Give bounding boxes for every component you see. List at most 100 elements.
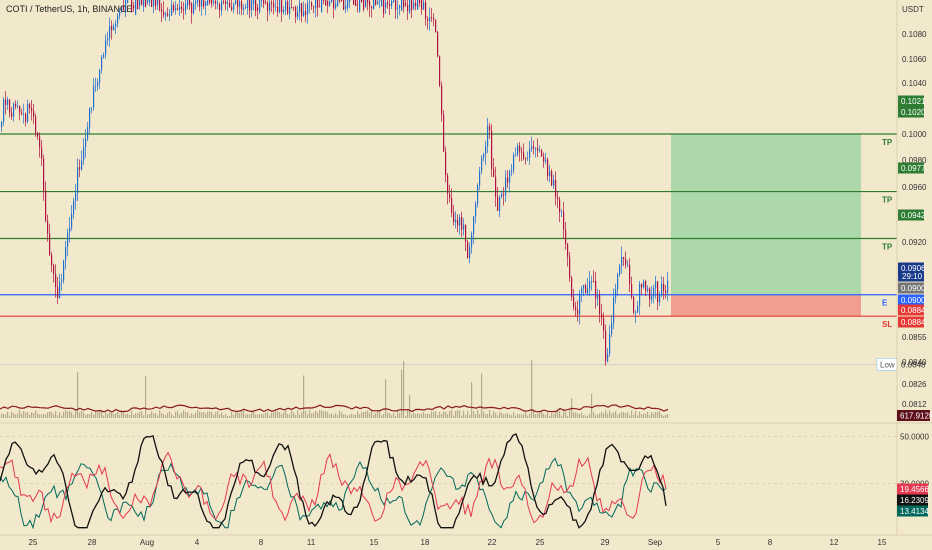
volume-bar bbox=[391, 415, 393, 418]
candle-body bbox=[653, 288, 655, 297]
candle-body bbox=[631, 284, 633, 298]
volume-bar bbox=[655, 412, 657, 418]
volume-bar bbox=[581, 412, 583, 418]
volume-bar bbox=[139, 411, 141, 418]
volume-bar bbox=[251, 411, 253, 418]
candle-body bbox=[333, 0, 335, 9]
volume-bar bbox=[559, 410, 561, 418]
volume-bar bbox=[61, 415, 63, 418]
volume-bar bbox=[63, 411, 65, 418]
time-tick-5: 11 bbox=[307, 538, 316, 547]
volume-bar bbox=[85, 414, 87, 418]
candle-body bbox=[77, 167, 79, 193]
candle-body bbox=[519, 145, 521, 152]
volume-bar bbox=[229, 415, 231, 418]
candle-body bbox=[649, 288, 651, 300]
candle-body bbox=[539, 150, 541, 152]
candle-body bbox=[305, 11, 307, 15]
volume-bar bbox=[105, 412, 107, 418]
candle-body bbox=[243, 8, 245, 10]
volume-bar bbox=[119, 414, 121, 418]
volume-bar bbox=[307, 414, 309, 418]
volume-bar bbox=[125, 414, 127, 418]
volume-bar bbox=[499, 411, 501, 418]
volume-ma-line bbox=[0, 404, 669, 413]
candle-body bbox=[109, 26, 111, 38]
volume-bar bbox=[57, 415, 59, 418]
volume-bar bbox=[477, 410, 479, 418]
volume-bar bbox=[419, 413, 421, 418]
candle-body bbox=[51, 254, 53, 266]
volume-bar bbox=[427, 413, 429, 418]
candle-body bbox=[253, 0, 255, 4]
time-tick-7: 18 bbox=[421, 538, 430, 547]
volume-bar bbox=[577, 413, 579, 418]
volume-bar bbox=[535, 414, 537, 418]
volume-bar bbox=[123, 411, 125, 418]
price-tag-box-6 bbox=[898, 294, 924, 306]
candle-body bbox=[495, 176, 497, 197]
volume-bar bbox=[231, 411, 233, 418]
candle-body bbox=[465, 224, 467, 242]
volume-bar bbox=[401, 369, 403, 418]
volume-bar bbox=[663, 415, 665, 418]
candle-body bbox=[537, 148, 539, 151]
candle-body bbox=[477, 185, 479, 204]
volume-bar bbox=[471, 382, 473, 418]
volume-bar bbox=[367, 410, 369, 418]
candle-body bbox=[377, 1, 379, 5]
volume-bar bbox=[149, 414, 151, 418]
volume-bar bbox=[565, 411, 567, 418]
volume-bar bbox=[483, 411, 485, 418]
candle-body bbox=[391, 0, 393, 6]
volume-bar bbox=[451, 410, 453, 418]
volume-bar bbox=[289, 414, 291, 418]
candle-body bbox=[467, 241, 469, 259]
loss-zone bbox=[671, 294, 861, 317]
volume-bar bbox=[561, 415, 563, 418]
candle-body bbox=[435, 19, 437, 33]
volume-bar bbox=[505, 413, 507, 418]
volume-bar bbox=[459, 410, 461, 418]
candle-body bbox=[173, 4, 175, 11]
volume-bar bbox=[615, 411, 617, 418]
volume-bar bbox=[23, 411, 25, 418]
volume-bar bbox=[353, 414, 355, 418]
volume-bar bbox=[239, 413, 241, 418]
candle-body bbox=[231, 7, 233, 10]
low-tag-text: Low bbox=[880, 360, 895, 369]
candle-body bbox=[549, 171, 551, 177]
candle-body bbox=[195, 1, 197, 4]
candle-body bbox=[559, 199, 561, 213]
volume-bar bbox=[335, 413, 337, 418]
volume-bar bbox=[417, 413, 419, 418]
volume-bar bbox=[537, 413, 539, 418]
candle-body bbox=[419, 0, 421, 4]
volume-bar bbox=[583, 415, 585, 418]
volume-bar bbox=[397, 410, 399, 418]
candle-body bbox=[283, 9, 285, 13]
candle-body bbox=[659, 294, 661, 303]
candle-body bbox=[207, 0, 209, 6]
volume-bar bbox=[313, 412, 315, 418]
candle-body bbox=[595, 280, 597, 299]
candle-body bbox=[533, 146, 535, 149]
candle-body bbox=[371, 6, 373, 8]
candle-body bbox=[623, 256, 625, 259]
time-tick-4: 8 bbox=[259, 538, 264, 547]
candle-body bbox=[555, 179, 557, 197]
indicator-series-0 bbox=[0, 433, 667, 529]
candle-body bbox=[381, 0, 383, 7]
candle-body bbox=[579, 293, 581, 315]
volume-bar bbox=[605, 410, 607, 418]
candle-body bbox=[635, 312, 637, 314]
volume-bar bbox=[11, 411, 13, 418]
volume-bar bbox=[339, 410, 341, 418]
candle-body bbox=[405, 2, 407, 5]
level-label-1: TP bbox=[882, 196, 893, 205]
candle-body bbox=[191, 3, 193, 14]
candle-body bbox=[459, 217, 461, 226]
candle-body bbox=[285, 1, 287, 10]
candle-body bbox=[255, 0, 257, 11]
